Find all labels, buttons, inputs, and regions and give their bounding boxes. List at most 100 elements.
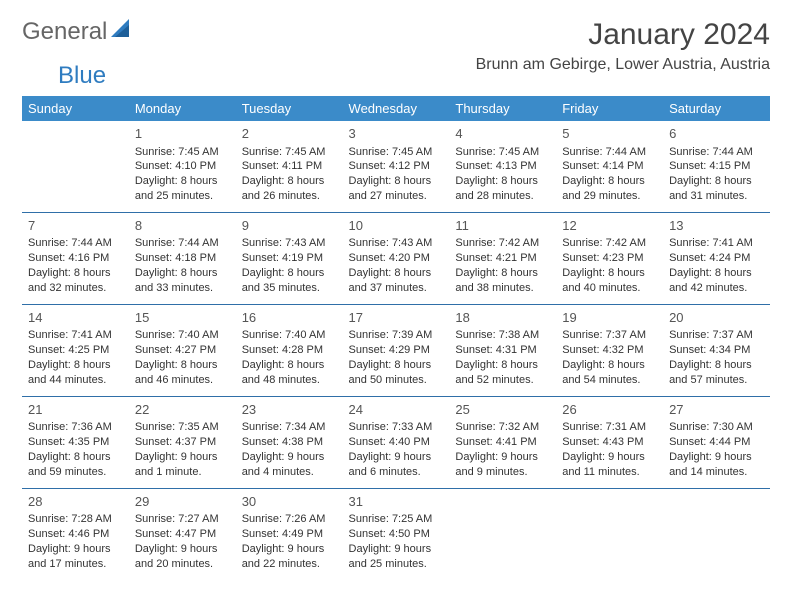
day-number: 9 <box>242 217 337 235</box>
dayname-col: Sunday <box>22 96 129 121</box>
day-number: 8 <box>135 217 230 235</box>
calendar-cell: 10Sunrise: 7:43 AMSunset: 4:20 PMDayligh… <box>343 212 450 304</box>
sunrise-text: Sunrise: 7:25 AM <box>349 512 444 527</box>
sunrise-text: Sunrise: 7:27 AM <box>135 512 230 527</box>
calendar-cell: 8Sunrise: 7:44 AMSunset: 4:18 PMDaylight… <box>129 212 236 304</box>
calendar-row: 14Sunrise: 7:41 AMSunset: 4:25 PMDayligh… <box>22 304 770 396</box>
sunset-text: Sunset: 4:23 PM <box>562 251 657 266</box>
calendar-cell: 31Sunrise: 7:25 AMSunset: 4:50 PMDayligh… <box>343 488 450 579</box>
sunset-text: Sunset: 4:18 PM <box>135 251 230 266</box>
month-title: January 2024 <box>476 18 770 52</box>
calendar-cell: 23Sunrise: 7:34 AMSunset: 4:38 PMDayligh… <box>236 396 343 488</box>
daylight-text: Daylight: 8 hours <box>562 266 657 281</box>
sunset-text: Sunset: 4:19 PM <box>242 251 337 266</box>
sunset-text: Sunset: 4:20 PM <box>349 251 444 266</box>
day-number: 25 <box>455 401 550 419</box>
calendar-table: Sunday Monday Tuesday Wednesday Thursday… <box>22 96 770 580</box>
calendar-cell <box>663 488 770 579</box>
logo-text-2: Blue <box>58 62 106 90</box>
daylight-text: Daylight: 8 hours <box>669 266 764 281</box>
daylight-text: and 27 minutes. <box>349 189 444 204</box>
dayname-col: Tuesday <box>236 96 343 121</box>
sunset-text: Sunset: 4:14 PM <box>562 159 657 174</box>
sunrise-text: Sunrise: 7:45 AM <box>349 145 444 160</box>
calendar-cell: 29Sunrise: 7:27 AMSunset: 4:47 PMDayligh… <box>129 488 236 579</box>
calendar-head: Sunday Monday Tuesday Wednesday Thursday… <box>22 96 770 121</box>
day-number: 3 <box>349 125 444 143</box>
day-number: 13 <box>669 217 764 235</box>
sunset-text: Sunset: 4:49 PM <box>242 527 337 542</box>
daylight-text: Daylight: 8 hours <box>455 174 550 189</box>
day-number: 24 <box>349 401 444 419</box>
daylight-text: Daylight: 8 hours <box>242 358 337 373</box>
sunrise-text: Sunrise: 7:44 AM <box>562 145 657 160</box>
daylight-text: Daylight: 8 hours <box>242 174 337 189</box>
daylight-text: and 54 minutes. <box>562 373 657 388</box>
daylight-text: Daylight: 8 hours <box>562 358 657 373</box>
day-number: 10 <box>349 217 444 235</box>
calendar-cell: 17Sunrise: 7:39 AMSunset: 4:29 PMDayligh… <box>343 304 450 396</box>
sunset-text: Sunset: 4:28 PM <box>242 343 337 358</box>
daylight-text: and 40 minutes. <box>562 281 657 296</box>
daylight-text: and 11 minutes. <box>562 465 657 480</box>
daylight-text: Daylight: 8 hours <box>669 174 764 189</box>
calendar-cell: 5Sunrise: 7:44 AMSunset: 4:14 PMDaylight… <box>556 121 663 212</box>
sunrise-text: Sunrise: 7:35 AM <box>135 420 230 435</box>
calendar-row: 28Sunrise: 7:28 AMSunset: 4:46 PMDayligh… <box>22 488 770 579</box>
sunset-text: Sunset: 4:50 PM <box>349 527 444 542</box>
sunrise-text: Sunrise: 7:44 AM <box>28 236 123 251</box>
daylight-text: and 46 minutes. <box>135 373 230 388</box>
logo-sail-icon <box>111 19 133 39</box>
calendar-cell: 1Sunrise: 7:45 AMSunset: 4:10 PMDaylight… <box>129 121 236 212</box>
calendar-cell: 25Sunrise: 7:32 AMSunset: 4:41 PMDayligh… <box>449 396 556 488</box>
calendar-cell: 18Sunrise: 7:38 AMSunset: 4:31 PMDayligh… <box>449 304 556 396</box>
day-number: 27 <box>669 401 764 419</box>
daylight-text: and 9 minutes. <box>455 465 550 480</box>
calendar-cell: 9Sunrise: 7:43 AMSunset: 4:19 PMDaylight… <box>236 212 343 304</box>
sunrise-text: Sunrise: 7:38 AM <box>455 328 550 343</box>
calendar-row: 7Sunrise: 7:44 AMSunset: 4:16 PMDaylight… <box>22 212 770 304</box>
sunset-text: Sunset: 4:35 PM <box>28 435 123 450</box>
day-number: 23 <box>242 401 337 419</box>
day-number: 6 <box>669 125 764 143</box>
day-number: 26 <box>562 401 657 419</box>
daylight-text: Daylight: 9 hours <box>242 542 337 557</box>
sunset-text: Sunset: 4:31 PM <box>455 343 550 358</box>
sunrise-text: Sunrise: 7:36 AM <box>28 420 123 435</box>
sunset-text: Sunset: 4:38 PM <box>242 435 337 450</box>
sunrise-text: Sunrise: 7:37 AM <box>669 328 764 343</box>
sunset-text: Sunset: 4:13 PM <box>455 159 550 174</box>
calendar-row: 1Sunrise: 7:45 AMSunset: 4:10 PMDaylight… <box>22 121 770 212</box>
day-number: 1 <box>135 125 230 143</box>
daylight-text: Daylight: 9 hours <box>135 450 230 465</box>
daylight-text: Daylight: 8 hours <box>135 358 230 373</box>
daylight-text: and 22 minutes. <box>242 557 337 572</box>
daylight-text: and 50 minutes. <box>349 373 444 388</box>
calendar-cell: 7Sunrise: 7:44 AMSunset: 4:16 PMDaylight… <box>22 212 129 304</box>
sunset-text: Sunset: 4:29 PM <box>349 343 444 358</box>
sunrise-text: Sunrise: 7:42 AM <box>455 236 550 251</box>
day-number: 18 <box>455 309 550 327</box>
calendar-cell: 22Sunrise: 7:35 AMSunset: 4:37 PMDayligh… <box>129 396 236 488</box>
sunrise-text: Sunrise: 7:33 AM <box>349 420 444 435</box>
sunset-text: Sunset: 4:43 PM <box>562 435 657 450</box>
daylight-text: Daylight: 8 hours <box>455 266 550 281</box>
daylight-text: and 25 minutes. <box>135 189 230 204</box>
sunset-text: Sunset: 4:24 PM <box>669 251 764 266</box>
daylight-text: Daylight: 9 hours <box>669 450 764 465</box>
daylight-text: and 48 minutes. <box>242 373 337 388</box>
sunset-text: Sunset: 4:15 PM <box>669 159 764 174</box>
calendar-cell <box>22 121 129 212</box>
calendar-cell: 12Sunrise: 7:42 AMSunset: 4:23 PMDayligh… <box>556 212 663 304</box>
daylight-text: Daylight: 9 hours <box>135 542 230 557</box>
sunset-text: Sunset: 4:27 PM <box>135 343 230 358</box>
daylight-text: Daylight: 9 hours <box>28 542 123 557</box>
sunset-text: Sunset: 4:40 PM <box>349 435 444 450</box>
daylight-text: and 6 minutes. <box>349 465 444 480</box>
calendar-row: 21Sunrise: 7:36 AMSunset: 4:35 PMDayligh… <box>22 396 770 488</box>
daylight-text: Daylight: 8 hours <box>562 174 657 189</box>
logo-text-1: General <box>22 18 107 46</box>
calendar-cell: 16Sunrise: 7:40 AMSunset: 4:28 PMDayligh… <box>236 304 343 396</box>
daylight-text: Daylight: 8 hours <box>455 358 550 373</box>
daylight-text: and 26 minutes. <box>242 189 337 204</box>
